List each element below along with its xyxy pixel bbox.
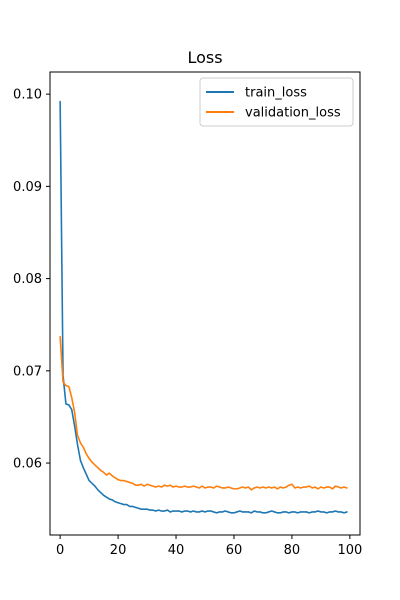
y-tick-label: 0.07 bbox=[13, 364, 42, 379]
y-tick-label: 0.09 bbox=[13, 180, 42, 195]
x-tick-label: 60 bbox=[226, 543, 243, 558]
axes: 0 20 40 60 80 100 0.06 0.07 0.08 0.09 0.10 bbox=[13, 71, 362, 558]
y-tick-label: 0.10 bbox=[13, 88, 42, 103]
legend-box bbox=[199, 77, 354, 127]
x-tick-label: 20 bbox=[110, 543, 127, 558]
x-tick-label: 40 bbox=[168, 543, 185, 558]
plot-area bbox=[59, 100, 348, 514]
y-tick-label: 0.08 bbox=[13, 272, 42, 287]
series-line-validation-loss bbox=[59, 335, 348, 491]
x-tick-label: 0 bbox=[56, 543, 64, 558]
x-tick-label: 100 bbox=[337, 543, 362, 558]
chart-title: Loss bbox=[187, 48, 222, 67]
series-line-train-loss bbox=[59, 100, 348, 514]
legend-label-train-loss: train_loss bbox=[245, 86, 307, 101]
x-tick-label: 80 bbox=[284, 543, 301, 558]
legend-label-validation-loss: validation_loss bbox=[245, 106, 341, 121]
y-tick-label: 0.06 bbox=[13, 457, 42, 472]
plot-frame bbox=[49, 71, 361, 536]
legend: train_loss validation_loss bbox=[199, 77, 354, 127]
